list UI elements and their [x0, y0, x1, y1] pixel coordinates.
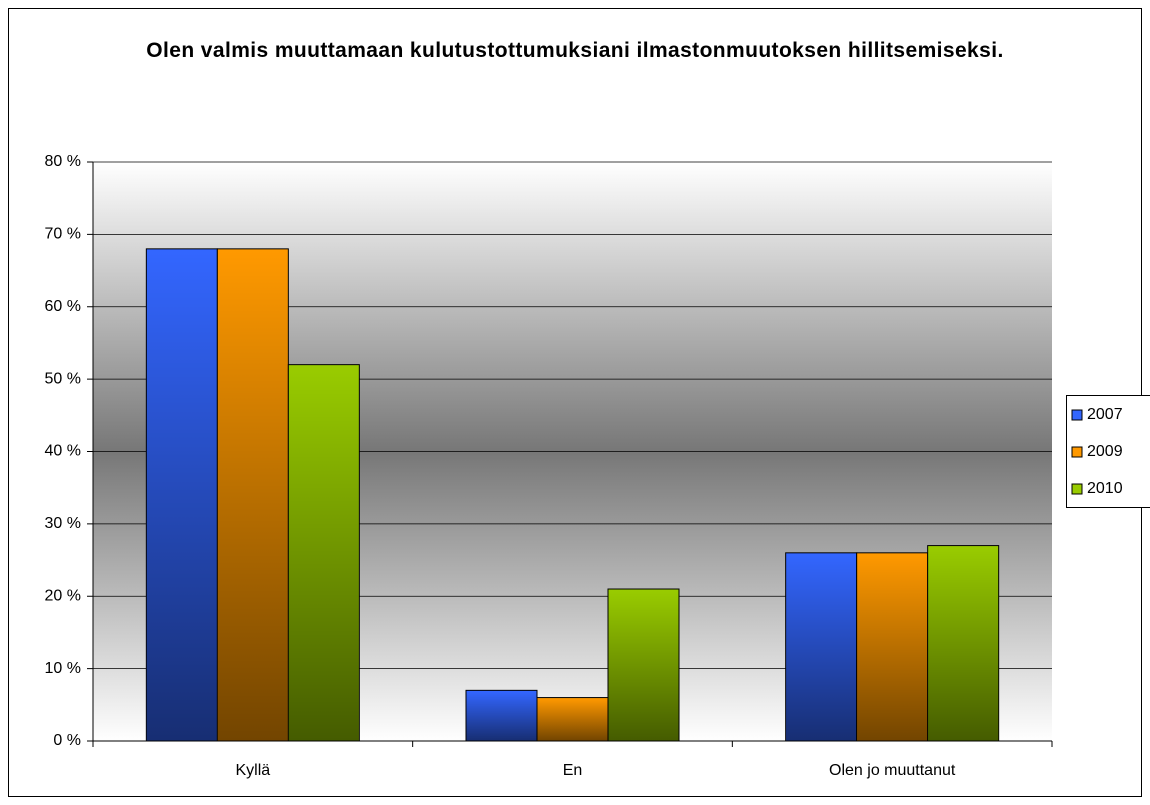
legend-label: 2009 [1087, 443, 1123, 460]
legend-swatch [1071, 446, 1083, 458]
y-tick-label: 80 % [45, 153, 81, 170]
legend-swatch [1071, 409, 1083, 421]
x-tick-label: Olen jo muuttanut [829, 762, 956, 779]
y-tick-label: 30 % [45, 515, 81, 532]
bar [856, 552, 929, 742]
y-tick-label: 10 % [45, 660, 81, 677]
y-tick-label: 50 % [45, 370, 81, 387]
bar [785, 552, 858, 742]
chart-title: Olen valmis muuttamaan kulutustottumuksi… [146, 39, 1004, 62]
bar [927, 545, 1000, 742]
legend-label: 2007 [1087, 406, 1123, 423]
y-tick-label: 60 % [45, 298, 81, 315]
y-tick-label: 0 % [53, 732, 81, 749]
legend-label: 2010 [1087, 480, 1123, 497]
y-tick-label: 20 % [45, 587, 81, 604]
x-tick-label: Kyllä [235, 762, 270, 779]
y-tick-label: 70 % [45, 226, 81, 243]
bar [145, 248, 218, 742]
legend-swatch [1071, 483, 1083, 495]
x-tick-label: En [563, 762, 583, 779]
y-tick-label: 40 % [45, 443, 81, 460]
bar [216, 248, 289, 742]
bar [287, 364, 360, 742]
bar [465, 689, 538, 742]
bar [607, 588, 680, 742]
bar [536, 697, 609, 742]
